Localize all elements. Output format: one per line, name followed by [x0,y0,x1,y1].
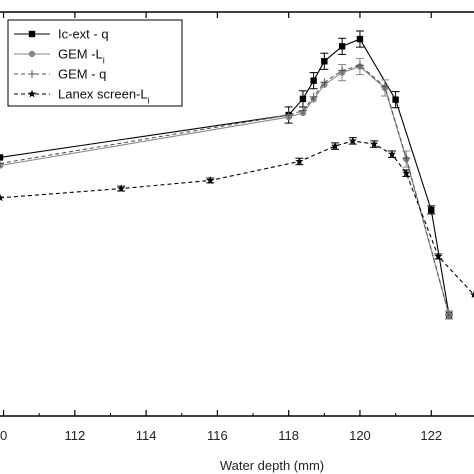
x-tick-label: 0 [0,428,7,443]
x-axis-title: Water depth (mm) [220,458,324,473]
square-marker [28,30,36,38]
series-layer [0,30,474,320]
series-line [0,140,474,296]
star-marker [117,184,126,192]
plus-marker [298,106,307,115]
legend-item-2: GEM -Li [14,47,105,66]
series-3 [0,61,454,319]
square-marker [321,58,328,65]
square-marker [299,95,307,103]
legend-label-subscript: i [103,56,105,66]
legend-label-subscript: i [148,96,150,106]
square-marker [392,96,399,103]
plus-marker [338,66,347,75]
plus-marker [28,70,36,78]
axes: 0 112 114 116 118 120 122 [0,11,474,443]
star-marker [370,139,379,148]
plus-marker [445,311,454,319]
star-marker [402,169,411,177]
x-tick-label: 112 [64,428,85,443]
x-tick-label: 118 [278,428,299,443]
legend-item-3: GEM - q [14,67,106,82]
legend-label: Lanex screen-Li [58,87,150,106]
plus-marker [355,61,364,70]
x-tick-label: 122 [420,428,442,443]
star-marker [28,89,36,98]
x-tick-label: 120 [349,428,371,443]
legend-item-1: Ic-ext - q [14,27,109,42]
circle-marker [28,50,36,58]
series-line [0,64,450,316]
x-tick-label: 116 [207,428,228,443]
series-line [0,65,450,316]
square-marker [0,154,4,161]
legend-label: GEM -Li [58,47,105,66]
x-tick-label: 114 [136,428,157,443]
square-marker [428,206,435,214]
star-marker [206,176,215,184]
legend-label: GEM - q [58,67,106,82]
square-marker [310,77,317,84]
star-marker [0,193,4,202]
star-marker [348,136,357,145]
star-marker [388,150,397,158]
star-marker [295,157,304,165]
series-line [0,38,450,316]
legend-label: Ic-ext - q [58,27,109,42]
legend-item-4: Lanex screen-Li [14,87,150,106]
plus-marker [0,159,4,168]
star-marker [434,252,443,260]
series-1 [0,30,454,320]
plus-marker [320,78,329,87]
star-marker [331,141,339,150]
square-marker [338,43,346,50]
series-4 [0,136,474,299]
plus-marker [284,111,293,120]
plus-marker [402,154,411,163]
star-marker [470,290,474,299]
plus-marker [380,82,389,91]
square-marker [356,35,364,43]
plus-marker [309,92,318,101]
